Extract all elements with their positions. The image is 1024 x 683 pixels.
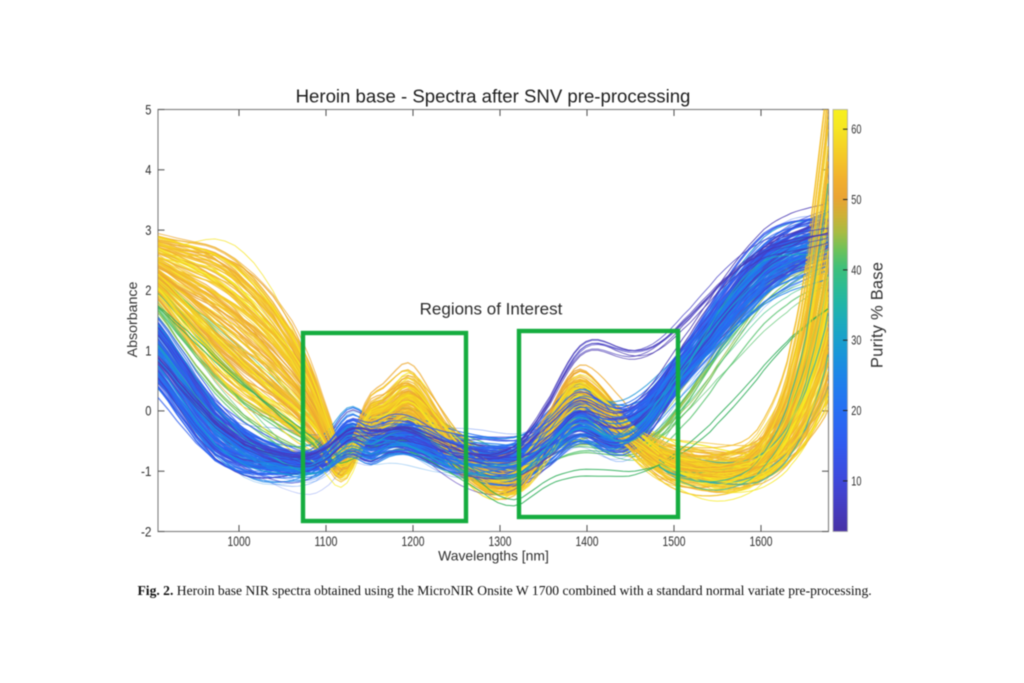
svg-text:1400: 1400 [576,534,599,549]
svg-text:4: 4 [145,163,151,178]
svg-text:40: 40 [851,262,861,277]
svg-text:Regions of Interest: Regions of Interest [420,300,563,319]
svg-text:Absorbance: Absorbance [125,282,141,358]
svg-text:60: 60 [851,122,861,137]
svg-text:-1: -1 [141,464,152,479]
svg-text:Fig. 2. Heroin base NIR spectr: Fig. 2. Heroin base NIR spectra obtained… [138,583,872,598]
svg-text:Purity % Base: Purity % Base [869,262,887,368]
svg-text:1300: 1300 [489,534,512,549]
svg-text:1000: 1000 [228,534,251,549]
svg-text:1100: 1100 [315,534,338,549]
svg-text:30: 30 [851,333,861,348]
svg-text:1200: 1200 [402,534,425,549]
svg-text:1: 1 [145,343,151,358]
svg-text:10: 10 [851,473,861,488]
svg-text:50: 50 [851,192,861,207]
svg-text:Heroin base - Spectra after SN: Heroin base - Spectra after SNV pre-proc… [296,86,691,107]
svg-text:3: 3 [145,223,151,238]
svg-text:20: 20 [851,403,861,418]
svg-text:Wavelengths [nm]: Wavelengths [nm] [438,548,549,564]
svg-text:1500: 1500 [663,534,686,549]
svg-text:1600: 1600 [750,534,773,549]
svg-text:2: 2 [145,283,151,298]
svg-text:-2: -2 [141,524,152,539]
svg-text:5: 5 [145,102,151,117]
svg-text:0: 0 [145,404,151,419]
